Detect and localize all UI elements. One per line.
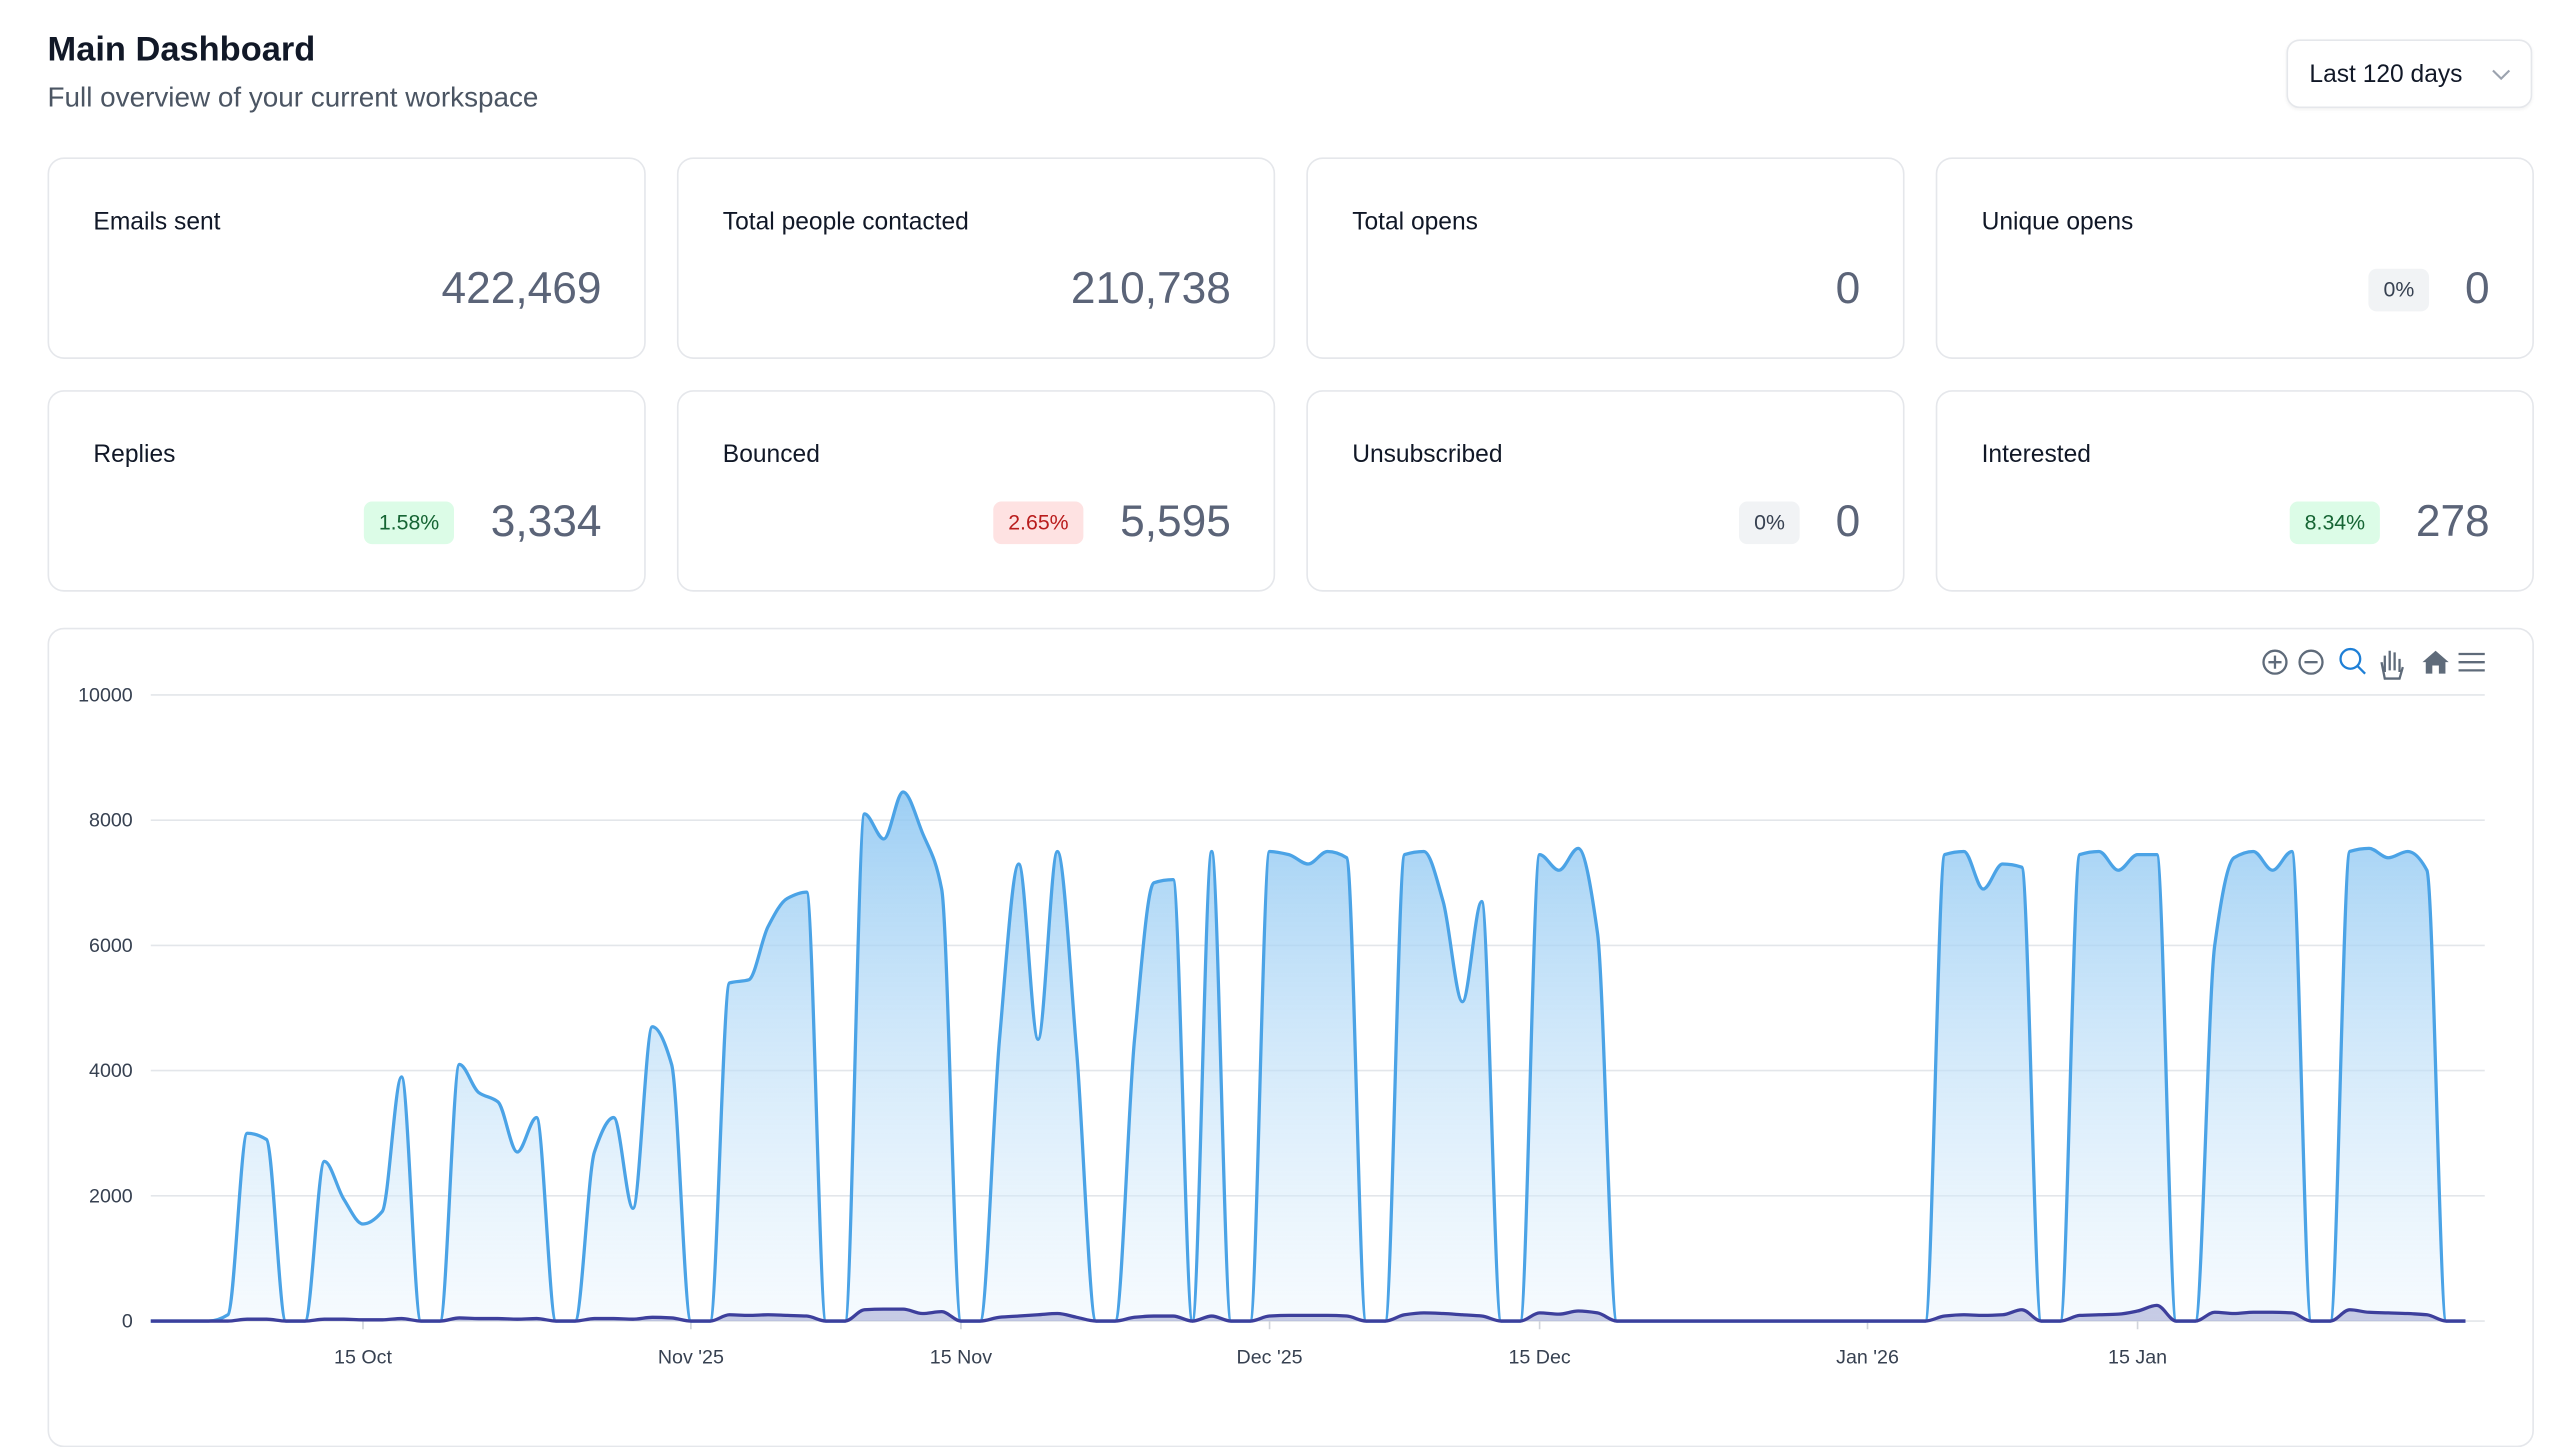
x-tick-label: 15 Dec [1508,1347,1570,1369]
reset-button[interactable] [2422,650,2449,674]
range-select-label: Last 120 days [2309,60,2463,89]
stat-label: Replies [93,440,176,469]
stat-value: 422,469 [441,263,602,314]
page: Main Dashboard Full overview of your cur… [47,31,2534,1447]
stat-card: Emails sent 422,469 [47,157,646,359]
y-tick-label: 2000 [89,1185,133,1207]
x-tick-label: Jan '26 [1836,1347,1899,1369]
stat-label: Emails sent [93,208,221,237]
selection-zoom-button[interactable] [2339,647,2366,675]
stat-label: Unique opens [1981,208,2134,237]
menu-button[interactable] [2458,652,2485,672]
stat-badge: 2.65% [993,501,1084,545]
x-tick-label: Nov '25 [658,1347,724,1369]
series-line [150,1303,2466,1323]
stat-badge: 1.58% [364,501,455,545]
stat-value: 0 [1835,263,1861,314]
stat-value: 0 [2465,263,2490,314]
series-area [150,1305,2466,1322]
stat-card: Unsubscribed 0 0% [1306,390,1905,592]
y-tick-label: 6000 [89,935,133,957]
series-area [150,791,2466,1322]
stat-card: Total people contacted 210,738 [676,157,1276,359]
page-title: Main Dashboard [47,31,316,69]
page-subtitle: Full overview of your current workspace [47,81,539,114]
dashboard: Main Dashboard Full overview of your cur… [47,31,2534,1447]
pan-button[interactable] [2380,650,2404,680]
series-line [150,790,2466,1323]
y-tick-label: 10000 [78,685,133,707]
stat-value: 278 [2415,496,2490,546]
range-select[interactable]: Last 120 days [2286,39,2533,109]
stat-card: Total opens 0 [1306,157,1905,359]
stat-value: 5,595 [1120,496,1231,546]
stat-card: Replies 3,334 1.58% [47,390,646,592]
x-tick-label: 15 Oct [334,1347,392,1369]
stat-badge: 8.34% [2289,501,2380,545]
stat-card: Bounced 5,595 2.65% [676,390,1276,592]
stat-value: 0 [1835,496,1861,546]
stat-card: Unique opens 0 0% [1935,157,2534,359]
zoom-out-button[interactable] [2298,649,2324,675]
zoom-in-button[interactable] [2262,649,2288,675]
stat-label: Bounced [722,440,820,469]
chart: 0 2000 4000 6000 8000 10000 15 Oct Nov '25 15 No… [78,647,2485,1369]
x-tick-label: 15 Nov [930,1347,992,1369]
stat-label: Total people contacted [722,208,969,237]
stat-label: Unsubscribed [1352,440,1503,469]
stat-badge: 0% [1739,501,1800,545]
toolbar [2262,647,2485,680]
y-tick-label: 0 [122,1311,133,1333]
x-tick-label: Dec '25 [1237,1347,1303,1369]
stat-value: 3,334 [490,496,602,546]
y-tick-label: 4000 [89,1060,133,1082]
y-tick-label: 8000 [89,810,133,832]
stat-badge: 0% [2368,268,2430,312]
x-tick-label: 15 Jan [2108,1347,2167,1369]
stat-card: Interested 278 8.34% [1935,390,2534,592]
stat-label: Total opens [1352,208,1478,237]
chevron [2492,69,2511,81]
stat-value: 210,738 [1070,263,1231,314]
stat-label: Interested [1981,440,2091,469]
